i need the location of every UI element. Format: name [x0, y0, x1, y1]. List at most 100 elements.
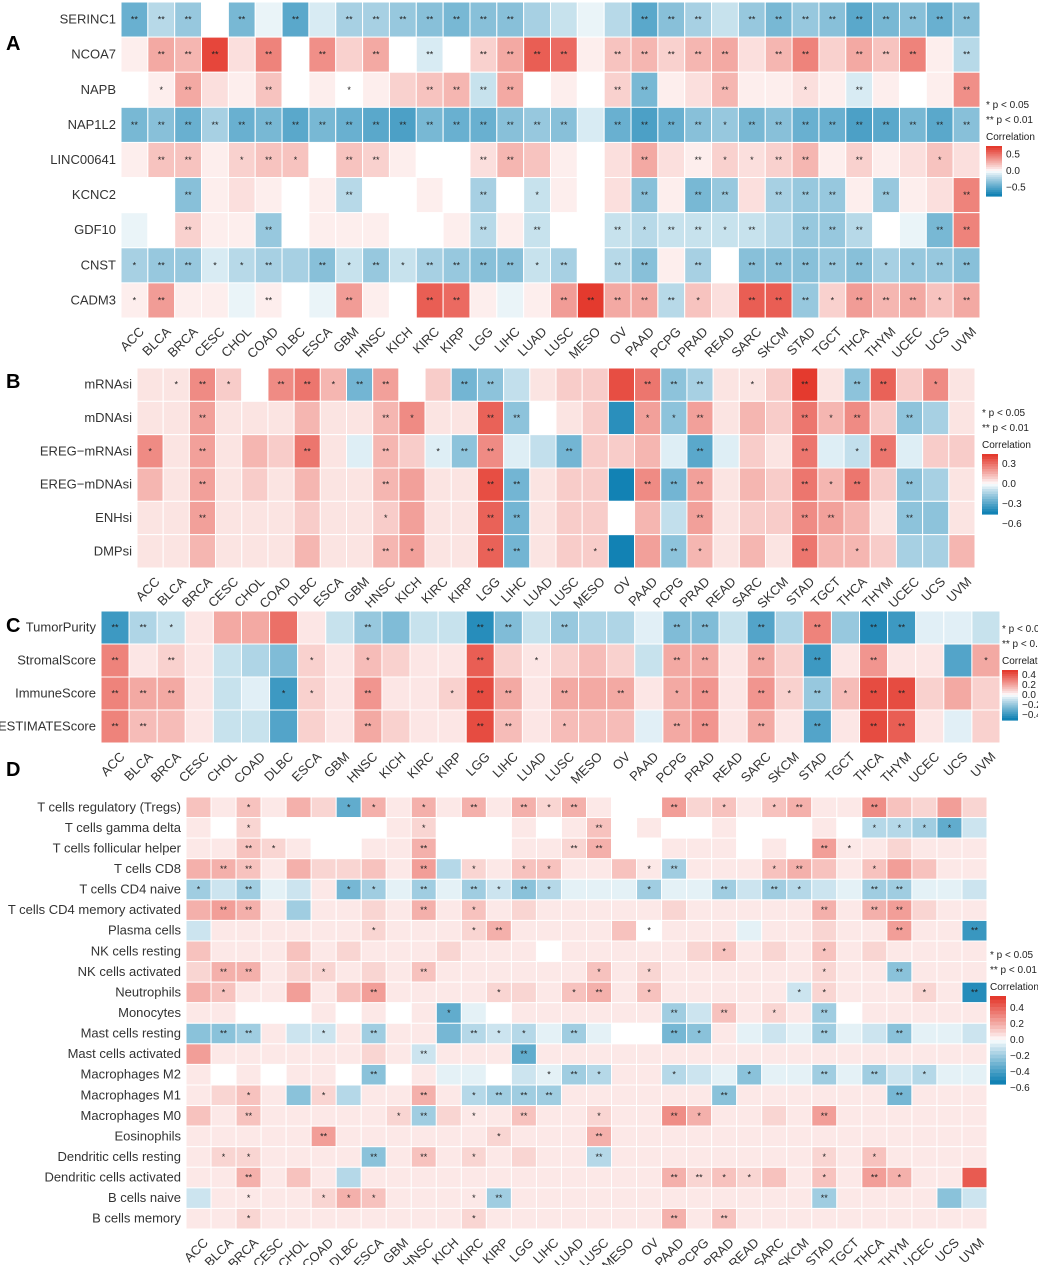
- heatmap-cell: [521, 676, 551, 711]
- heatmap-cell: [636, 1187, 663, 1209]
- significance-mark: **: [211, 50, 219, 60]
- heatmap-cell: [496, 282, 525, 319]
- heatmap-cell: [510, 837, 537, 860]
- heatmap-cell: [260, 1022, 287, 1045]
- significance-mark: *: [873, 864, 877, 874]
- significance-mark: **: [721, 190, 729, 200]
- heatmap-cell: [948, 400, 976, 436]
- heatmap-cell: [845, 71, 874, 108]
- colorbar-segment: [986, 171, 1002, 174]
- significance-mark: **: [505, 689, 513, 699]
- heatmap-cell: [560, 919, 587, 942]
- row-label: Eosinophils: [115, 1128, 182, 1143]
- heatmap-cell: [201, 1, 229, 38]
- significance-mark: *: [401, 260, 405, 270]
- significance-mark: **: [426, 260, 434, 270]
- heatmap-cell: [510, 1207, 537, 1230]
- colorbar-segment: [986, 168, 1002, 172]
- heatmap-cell: [523, 247, 551, 284]
- significance-mark: **: [614, 85, 622, 95]
- heatmap-cell: [410, 1125, 437, 1148]
- column-label: SKCM: [754, 324, 791, 361]
- column-label: UVM: [967, 749, 998, 780]
- significance-mark: *: [597, 1111, 601, 1121]
- colorbar-segment: [1002, 676, 1018, 679]
- significance-mark: **: [426, 85, 434, 95]
- heatmap-cell: [310, 796, 337, 819]
- heatmap-cell: [578, 676, 608, 711]
- significance-mark: **: [596, 843, 604, 853]
- heatmap-cell: [737, 141, 766, 179]
- heatmap-cell: [555, 367, 583, 402]
- colorbar-segment: [982, 471, 998, 475]
- heatmap-cell: [147, 71, 176, 108]
- heatmap-cell: [210, 1105, 237, 1127]
- row-label: StromalScore: [17, 653, 96, 668]
- colorbar-segment: [990, 1076, 1006, 1081]
- significance-mark: *: [247, 802, 251, 812]
- row-label: T cells follicular helper: [53, 840, 182, 855]
- heatmap-cell: [529, 500, 557, 536]
- significance-mark: **: [906, 480, 914, 490]
- heatmap-cell: [686, 899, 713, 921]
- heatmap-cell: [521, 643, 551, 678]
- panel-c: C ** ** * ** ** ** ** ** ** ** ** ** **TumorPurity** *…: [0, 610, 1038, 787]
- significance-mark: **: [426, 295, 434, 305]
- significance-mark: **: [758, 689, 766, 699]
- colorbar-segment: [1002, 670, 1018, 673]
- heatmap-cell: [260, 940, 287, 963]
- significance-mark: *: [884, 260, 888, 270]
- significance-mark: *: [347, 885, 351, 895]
- significance-mark: **: [420, 1152, 428, 1162]
- heatmap-cell: [185, 1125, 212, 1148]
- heatmap-cell: [802, 676, 832, 711]
- heatmap-cell: [657, 212, 686, 249]
- column-label: UVM: [956, 1235, 987, 1265]
- heatmap-cell: [388, 212, 417, 249]
- heatmap-cell: [297, 676, 327, 711]
- significance-mark: *: [873, 823, 877, 833]
- significance-mark: **: [140, 689, 148, 699]
- heatmap-cell: [308, 212, 337, 249]
- heatmap-cell: [872, 212, 900, 249]
- heatmap-cell: [260, 961, 287, 983]
- significance-mark: *: [772, 802, 776, 812]
- significance-mark: *: [848, 843, 852, 853]
- heatmap-cell: [335, 36, 364, 73]
- heatmap-cell: [761, 1084, 788, 1107]
- significance-mark: **: [856, 120, 864, 130]
- heatmap-cell: [215, 467, 243, 502]
- heatmap-cell: [738, 400, 766, 436]
- heatmap-cell: [185, 796, 212, 819]
- heatmap-cell: [476, 500, 505, 536]
- significance-mark: **: [185, 50, 193, 60]
- heatmap-cell: [898, 177, 927, 214]
- heatmap-cell: [136, 534, 164, 569]
- significance-mark: **: [370, 1070, 378, 1080]
- heatmap-cell: [636, 1084, 663, 1107]
- heatmap-cell: [791, 467, 819, 502]
- significance-mark: *: [747, 1173, 751, 1183]
- heatmap-cell: [285, 858, 312, 880]
- heatmap-cell: [817, 534, 845, 569]
- colorbar-segment: [990, 1043, 1006, 1048]
- heatmap-cell: [836, 1187, 863, 1209]
- heatmap-cell: [442, 36, 471, 73]
- significance-mark: **: [480, 50, 488, 60]
- significance-mark: **: [185, 260, 193, 270]
- row-label: CNST: [81, 257, 116, 272]
- heatmap-cell: [285, 1063, 312, 1086]
- heatmap-cell: [493, 676, 523, 711]
- significance-mark: **: [534, 50, 542, 60]
- heatmap-cell: [269, 643, 299, 678]
- heatmap-cell: [485, 817, 512, 839]
- significance-mark: *: [247, 1193, 251, 1203]
- legend: * p < 0.05** p < 0.01Correlation0.30.0−0…: [982, 408, 1031, 530]
- significance-mark: **: [520, 802, 528, 812]
- column-label: UCS: [922, 324, 952, 354]
- column-label: UCS: [932, 1235, 962, 1265]
- heatmap-cell: [409, 709, 439, 744]
- significance-mark: *: [332, 380, 336, 390]
- heatmap-cell: [212, 610, 242, 645]
- row-label: NK cells activated: [78, 964, 181, 979]
